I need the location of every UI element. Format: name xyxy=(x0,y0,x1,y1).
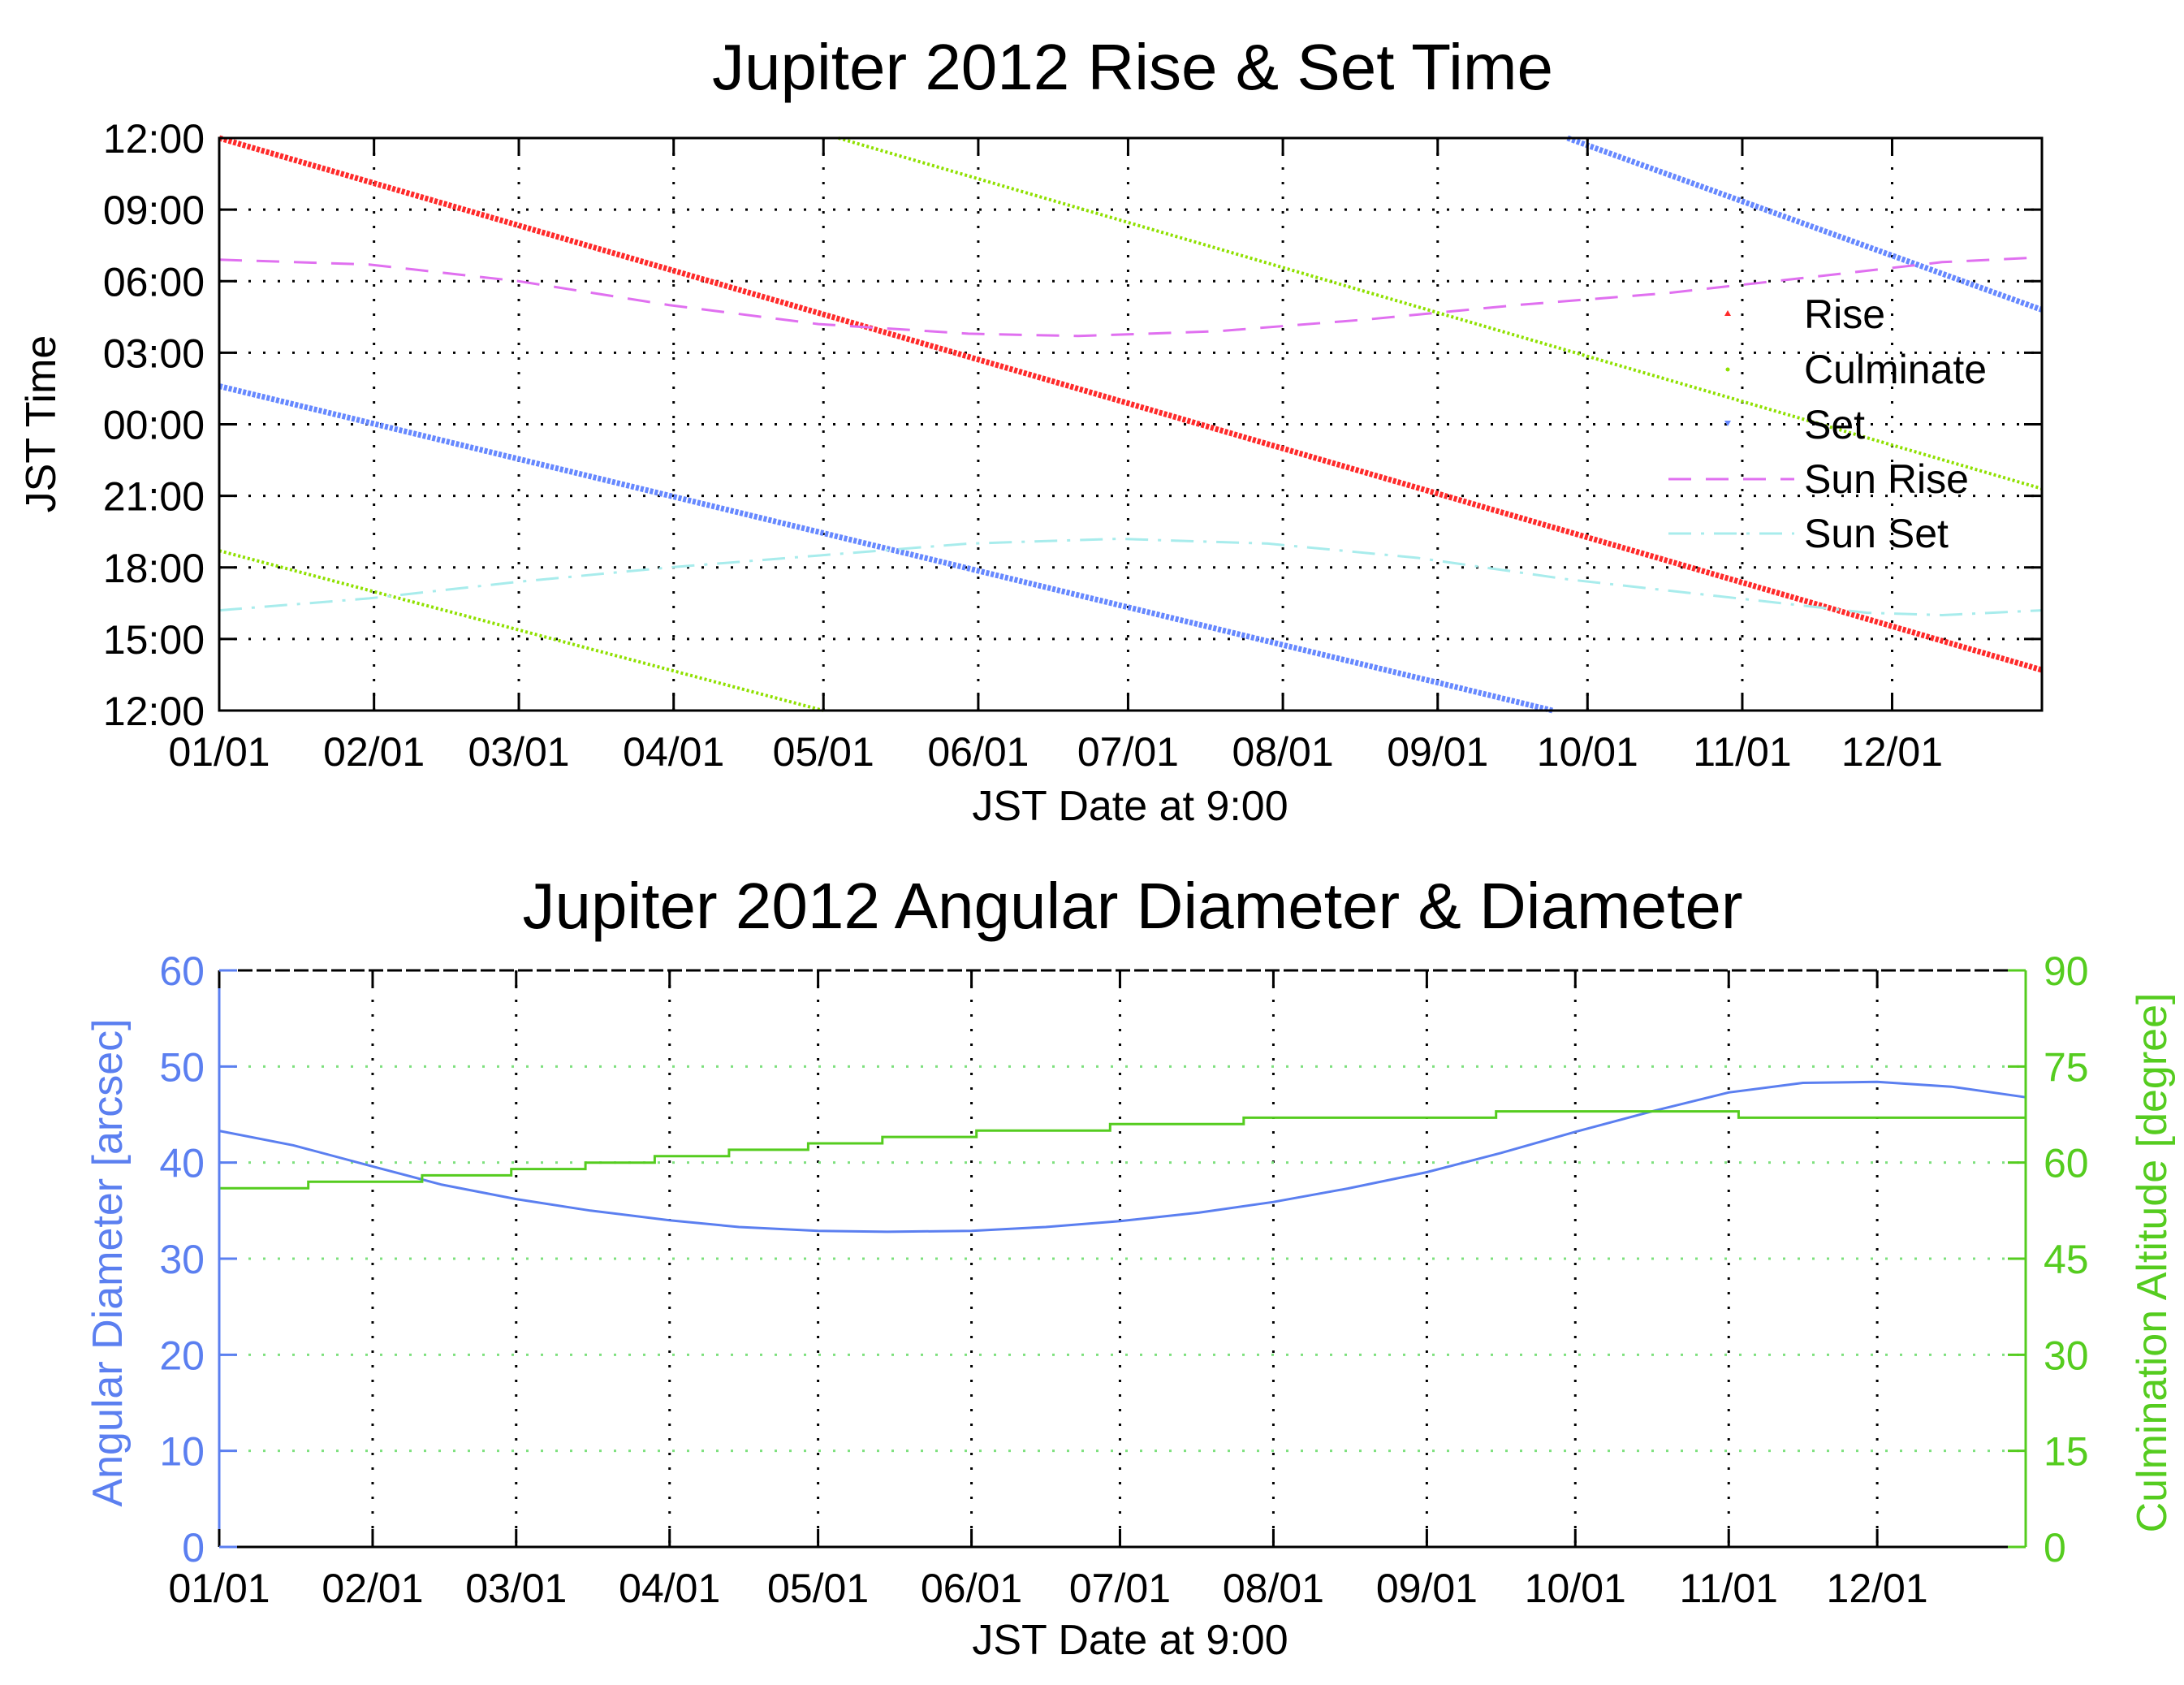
chart1-y-tick-label: 12:00 xyxy=(103,116,205,162)
legend-rise-label: Rise xyxy=(1804,292,1885,337)
chart2-x-axis-label: JST Date at 9:00 xyxy=(972,1617,1288,1664)
chart1-x-tick-label: 05/01 xyxy=(773,729,874,775)
chart1-y-axis-label: JST Time xyxy=(18,335,65,513)
series-angular-diameter-line xyxy=(218,1080,2026,1234)
chart1-y-tick-label: 21:00 xyxy=(103,474,205,520)
chart2-x-tick-label: 02/01 xyxy=(322,1566,423,1611)
chart2-right-tick-label: 60 xyxy=(2044,1141,2089,1186)
chart1-x-tick-label: 11/01 xyxy=(1693,729,1791,775)
chart2-x-tick-label: 10/01 xyxy=(1525,1566,1626,1611)
chart2-x-tick-label: 06/01 xyxy=(921,1566,1022,1611)
chart1-x-tick-label: 01/01 xyxy=(168,729,270,775)
chart2-right-tick-label: 45 xyxy=(2044,1237,2089,1282)
chart1-y-tick-label: 18:00 xyxy=(103,546,205,591)
series-culminate-points xyxy=(838,136,2043,490)
chart2-x-tick-label: 07/01 xyxy=(1069,1566,1171,1611)
series-rise-points xyxy=(218,135,2043,673)
chart1-x-axis-label: JST Date at 9:00 xyxy=(972,783,1288,830)
chart1-y-tick-label: 03:00 xyxy=(103,331,205,376)
chart2-grid xyxy=(219,970,2026,1547)
chart1-y-tick-labels: 12:00 15:00 18:00 21:00 00:00 03:00 06:00 09:00… xyxy=(103,116,205,734)
legend-sun-rise-label: Sun Rise xyxy=(1804,456,1969,502)
chart2-left-tick-label: 20 xyxy=(159,1333,205,1378)
chart2-right-tick-labels: 0 15 30 45 60 75 90 xyxy=(2044,948,2089,1571)
series-culmination-altitude-steps xyxy=(219,1110,2026,1190)
chart1-x-tick-label: 08/01 xyxy=(1232,729,1334,775)
chart1-x-tick-label: 07/01 xyxy=(1077,729,1179,775)
chart2-left-tick-label: 50 xyxy=(159,1044,205,1090)
chart2-right-tick-label: 15 xyxy=(2044,1429,2089,1475)
chart2-x-tick-label: 05/01 xyxy=(767,1566,869,1611)
legend-culminate-marker xyxy=(1725,367,1730,372)
chart1-x-tick-label: 02/01 xyxy=(323,729,425,775)
chart2-x-tick-label: 12/01 xyxy=(1827,1566,1928,1611)
legend-item-sun-rise: Sun Rise xyxy=(1668,456,1969,502)
chart2-x-tick-label: 04/01 xyxy=(619,1566,720,1611)
series-set-points xyxy=(218,383,1554,714)
legend-set-marker xyxy=(1724,421,1731,426)
chart1-ticks xyxy=(218,136,2042,712)
chart2-right-tick-label: 90 xyxy=(2044,948,2089,994)
chart1-legend: Rise Culminate Set Sun Rise Sun Set xyxy=(1668,292,1987,556)
chart2-x-tick-label: 08/01 xyxy=(1223,1566,1324,1611)
chart1-x-tick-label: 09/01 xyxy=(1387,729,1488,775)
chart1-series xyxy=(218,135,2044,714)
chart1-title: Jupiter 2012 Rise & Set Time xyxy=(712,31,1553,103)
diameter-chart: Jupiter 2012 Angular Diameter & Diameter… xyxy=(84,870,2176,1664)
legend-item-rise: Rise xyxy=(1724,292,1885,337)
legend-sun-set-label: Sun Set xyxy=(1804,511,1949,556)
chart1-y-tick-label: 09:00 xyxy=(103,188,205,233)
chart2-left-tick-label: 10 xyxy=(159,1429,205,1475)
chart2-series xyxy=(218,1080,2026,1234)
chart2-right-tick-label: 0 xyxy=(2044,1525,2066,1571)
legend-rise-marker xyxy=(1724,310,1731,316)
series-set-points xyxy=(1566,135,2044,313)
chart2-left-tick-label: 0 xyxy=(182,1525,205,1571)
chart1-x-tick-label: 06/01 xyxy=(927,729,1029,775)
chart1-x-tick-label: 10/01 xyxy=(1537,729,1638,775)
legend-culminate-label: Culminate xyxy=(1804,347,1987,392)
chart2-right-tick-label: 75 xyxy=(2044,1044,2089,1090)
chart2-x-tick-label: 09/01 xyxy=(1376,1566,1478,1611)
rise-set-chart: Jupiter 2012 Rise & Set Time 01/01 02/01 0… xyxy=(18,31,2044,830)
chart1-y-tick-label: 06:00 xyxy=(103,259,205,305)
legend-item-sun-set: Sun Set xyxy=(1668,511,1949,556)
chart2-right-axis-label: Culmination Altitude [degree] xyxy=(2129,993,2176,1533)
chart2-left-tick-labels: 0 10 20 30 40 50 60 xyxy=(159,948,205,1571)
legend-item-set: Set xyxy=(1724,402,1865,447)
series-sun-rise-line xyxy=(218,256,2043,338)
chart1-x-tick-labels: 01/01 02/01 03/01 04/01 05/01 06/01 07/01 08/01… xyxy=(168,729,1943,775)
chart1-y-tick-label: 00:00 xyxy=(103,403,205,448)
chart2-title: Jupiter 2012 Angular Diameter & Diameter xyxy=(523,870,1743,942)
chart2-x-tick-label: 03/01 xyxy=(465,1566,567,1611)
chart2-x-tick-label: 11/01 xyxy=(1680,1566,1778,1611)
chart2-x-tick-label: 01/01 xyxy=(168,1566,270,1611)
chart1-x-tick-label: 12/01 xyxy=(1841,729,1943,775)
chart1-x-tick-label: 03/01 xyxy=(468,729,569,775)
chart2-x-tick-labels: 01/01 02/01 03/01 04/01 05/01 06/01 07/01 08/01… xyxy=(168,1566,1927,1611)
chart1-x-tick-label: 04/01 xyxy=(623,729,724,775)
legend-item-culminate: Culminate xyxy=(1725,347,1987,392)
chart2-left-tick-label: 40 xyxy=(159,1141,205,1186)
chart2-ticks xyxy=(218,969,2026,1549)
chart2-right-tick-label: 30 xyxy=(2044,1333,2089,1378)
chart1-y-tick-label: 12:00 xyxy=(103,689,205,734)
chart2-left-tick-label: 30 xyxy=(159,1237,205,1282)
chart2-left-tick-label: 60 xyxy=(159,948,205,994)
series-sun-set-line xyxy=(218,537,2043,617)
series-culminate-points xyxy=(218,549,824,712)
chart2-left-axis-label: Angular Diameter [arcsec] xyxy=(84,1018,132,1506)
legend-set-label: Set xyxy=(1804,402,1865,447)
chart1-y-tick-label: 15:00 xyxy=(103,617,205,663)
